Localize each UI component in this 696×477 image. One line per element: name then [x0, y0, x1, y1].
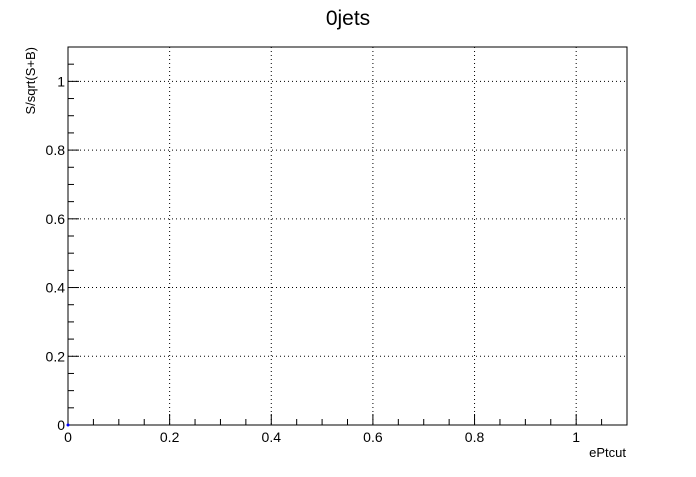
x-tick-label: 0.4 — [262, 429, 282, 445]
minor-ticks — [68, 46, 628, 425]
plot-frame — [67, 46, 628, 426]
y-tick-labels: 0 0.2 0.4 0.6 0.8 1 — [46, 73, 66, 433]
data-point — [66, 423, 70, 427]
x-axis-label: ePtcut — [589, 445, 626, 460]
x-tick-label: 0.6 — [363, 429, 383, 445]
x-tick-labels: 0 0.2 0.4 0.6 0.8 1 — [64, 429, 580, 445]
y-tick-label: 1 — [57, 73, 65, 89]
chart-title: 0jets — [326, 7, 370, 30]
y-tick-label: 0.6 — [46, 211, 66, 227]
y-tick-label: 0 — [57, 417, 65, 433]
x-tick-label: 0.2 — [160, 429, 180, 445]
y-tick-label: 0.4 — [46, 280, 66, 296]
y-axis-label: S/sqrt(S+B) — [23, 47, 38, 115]
y-tick-label: 0.2 — [46, 348, 66, 364]
x-tick-label: 1 — [572, 429, 580, 445]
y-tick-label: 0.8 — [46, 142, 66, 158]
x-tick-label: 0 — [64, 429, 72, 445]
data-points — [66, 423, 70, 427]
x-tick-label: 0.8 — [465, 429, 485, 445]
